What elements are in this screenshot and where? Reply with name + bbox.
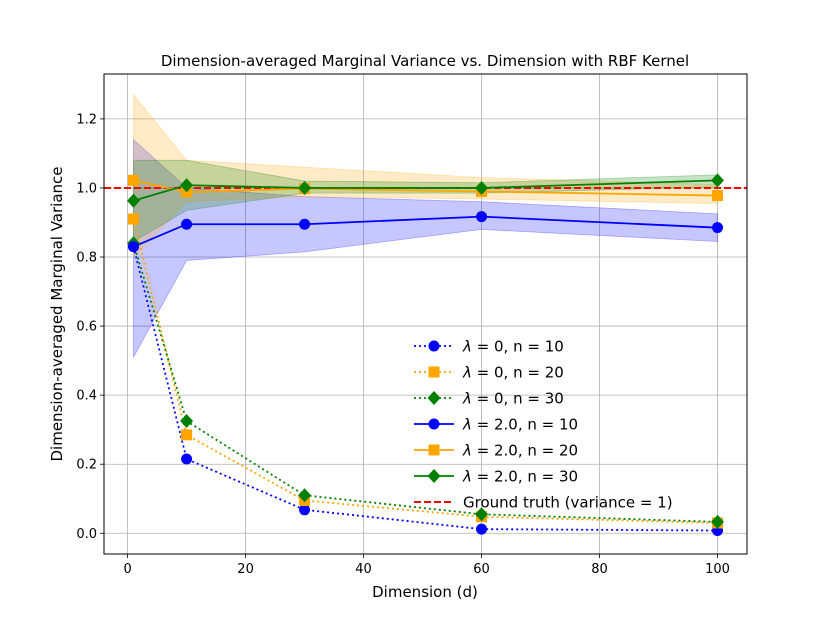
data-point (180, 178, 194, 193)
legend-marker (428, 366, 440, 378)
data-point (298, 180, 312, 195)
y-tick-label: 0.2 (76, 458, 97, 473)
legend-n-value: 20 (559, 442, 578, 460)
data-point (475, 507, 489, 522)
data-point (711, 514, 725, 529)
legend-n-value: 20 (545, 364, 564, 382)
legend-n-text: , n = (518, 468, 559, 486)
data-point (180, 414, 194, 429)
legend-marker (427, 391, 441, 405)
confidence-band (133, 93, 718, 259)
data-point (299, 218, 311, 230)
legend-lambda-value: 0 (494, 390, 504, 408)
legend-n-text: , n = (504, 390, 545, 408)
legend-lambda-value: 2.0 (494, 442, 518, 460)
legend-marker (427, 469, 441, 483)
data-point (712, 190, 724, 202)
legend-lambda-symbol: λ (462, 390, 472, 408)
data-point (181, 429, 193, 441)
legend-marker (428, 340, 440, 352)
legend-lambda-text: = (472, 442, 494, 460)
data-point (127, 241, 139, 253)
legend-lambda-value: 2.0 (494, 468, 518, 486)
data-point (127, 174, 139, 186)
legend-lambda-symbol: λ (462, 364, 472, 382)
data-point (298, 488, 312, 503)
plot-frame (103, 73, 748, 555)
data-point (299, 504, 311, 516)
legend-lambda-symbol: λ (462, 468, 472, 486)
x-axis-label: Dimension (d) (372, 583, 478, 601)
legend-label: λ = 0, n = 20 (462, 364, 564, 382)
data-point (475, 180, 489, 195)
legend-n-value: 30 (559, 468, 578, 486)
data-point (181, 453, 193, 465)
legend-lambda-symbol: λ (462, 416, 472, 434)
series-markers (126, 173, 725, 537)
series-line (132, 242, 718, 523)
x-axis-ticks: 0 20 40 60 80 100 (123, 554, 730, 577)
legend-lambda-text: = (472, 468, 494, 486)
y-axis-label: Dimension-averaged Marginal Variance (48, 167, 66, 462)
legend-label: Ground truth (variance = 1) (463, 494, 673, 512)
legend-n-text: , n = (518, 442, 559, 460)
data-point (127, 213, 139, 225)
y-axis-ticks: 0.0 0.2 0.4 0.6 0.8 1.0 1.2 (76, 112, 104, 542)
legend-marker (428, 418, 440, 430)
legend-lambda-text: = (472, 390, 494, 408)
y-tick-label: 0.4 (76, 389, 97, 404)
legend-label: λ = 2.0, n = 30 (462, 468, 578, 486)
confidence-bands (133, 93, 718, 358)
grid (104, 74, 747, 554)
x-tick-label: 80 (591, 562, 608, 577)
legend-n-value: 30 (545, 390, 564, 408)
x-tick-label: 20 (237, 562, 254, 577)
chart-title: Dimension-averaged Marginal Variance vs.… (161, 52, 689, 70)
data-point (712, 222, 724, 234)
y-tick-label: 0.0 (76, 527, 97, 542)
legend-lambda-value: 0 (494, 338, 504, 356)
y-tick-label: 1.0 (76, 181, 97, 196)
data-point (181, 218, 193, 230)
y-tick-label: 1.2 (76, 112, 97, 127)
data-point (711, 173, 725, 188)
x-tick-label: 100 (705, 562, 730, 577)
legend-lambda-symbol: λ (462, 442, 472, 460)
legend-label: λ = 2.0, n = 10 (462, 416, 578, 434)
data-point (476, 211, 488, 223)
legend-lambda-text: = (472, 338, 494, 356)
legend-n-value: 10 (545, 338, 564, 356)
legend-label: λ = 0, n = 10 (462, 338, 564, 356)
legend-lambda-text: = (472, 364, 494, 382)
x-tick-label: 40 (355, 562, 372, 577)
data-point (126, 193, 140, 208)
y-tick-label: 0.8 (76, 251, 97, 266)
legend-n-text: , n = (504, 338, 545, 356)
x-tick-label: 60 (473, 562, 490, 577)
series-line (132, 246, 718, 532)
legend-n-value: 10 (559, 416, 578, 434)
legend-n-text: , n = (518, 416, 559, 434)
legend-n-text: , n = (504, 364, 545, 382)
data-point (476, 523, 488, 535)
legend-lambda-text: = (472, 416, 494, 434)
confidence-band (133, 138, 718, 358)
legend-lambda-value: 2.0 (494, 416, 518, 434)
legend: λ = 0, n = 10λ = 0, n = 20λ = 0, n = 30λ… (414, 338, 673, 512)
legend-label: λ = 0, n = 30 (462, 390, 564, 408)
legend-lambda-symbol: λ (462, 338, 472, 356)
x-tick-label: 0 (123, 562, 131, 577)
y-tick-label: 0.6 (76, 320, 97, 335)
legend-lambda-value: 0 (494, 364, 504, 382)
series-line (132, 218, 718, 524)
legend-marker (428, 444, 440, 456)
legend-label: λ = 2.0, n = 20 (462, 442, 578, 460)
